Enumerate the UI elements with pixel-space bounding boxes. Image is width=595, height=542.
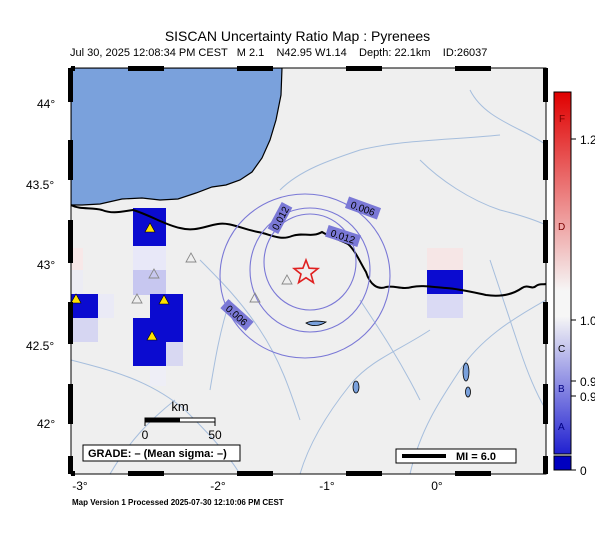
colorbar-label-1: 1.2 (580, 133, 595, 147)
lon-tick-2: -2° (210, 479, 226, 493)
rivers (71, 89, 546, 474)
grade-letter-b: B (558, 384, 565, 395)
lon-tick-4: 0° (431, 479, 443, 493)
grade-letter-a: A (558, 422, 565, 433)
scale-end: 50 (208, 428, 222, 442)
uncertainty-contours (219, 193, 391, 359)
grade-letter-d: D (558, 222, 565, 233)
lat-tick-3: 43° (37, 258, 55, 272)
mi-text: MI = 6.0 (456, 451, 496, 463)
color-bar: F D C B A 1.2 1.0 0.9 0.9 0 (553, 91, 595, 478)
lon-tick-3: -1° (319, 479, 335, 493)
frame-ticks (68, 66, 548, 476)
stations-no-data (131, 252, 293, 304)
colorbar-label-2: 1.0 (580, 314, 595, 328)
lat-tick-5: 42° (37, 417, 55, 431)
processing-footer: Map Version 1 Processed 2025-07-30 12:10… (72, 498, 284, 507)
border-line (71, 204, 546, 297)
lat-tick-4: 42.5° (26, 339, 54, 353)
scale-bar: km 0 50 (142, 399, 222, 442)
map-frame (70, 67, 547, 475)
event-info: Jul 30, 2025 12:08:34 PM CEST M 2.1 N42.… (70, 47, 488, 59)
lat-tick-1: 44° (37, 97, 55, 111)
colorbar-label-4: 0.9 (580, 390, 595, 404)
lat-tick-2: 43.5° (26, 178, 54, 192)
lon-tick-1: -3° (72, 479, 88, 493)
grade-text: GRADE: – (Mean sigma: –) (88, 448, 227, 460)
scale-unit: km (171, 399, 188, 414)
colorbar-label-3: 0.9 (580, 375, 595, 389)
grid-cells (71, 208, 463, 386)
mi-box (395, 448, 517, 464)
epicenter-star-icon (291, 257, 321, 285)
colorbar-label-5: 0 (580, 464, 587, 478)
ocean-bay-of-biscay (71, 68, 283, 206)
grade-letter-c: C (558, 344, 565, 355)
grade-box (82, 444, 241, 462)
scale-start: 0 (142, 428, 149, 442)
lakes (305, 320, 471, 398)
contour-label-boxes (220, 196, 382, 331)
grade-letter-f: F (559, 114, 565, 125)
map-title: SISCAN Uncertainty Ratio Map : Pyrenees (164, 28, 431, 44)
stations-reporting (71, 222, 170, 341)
